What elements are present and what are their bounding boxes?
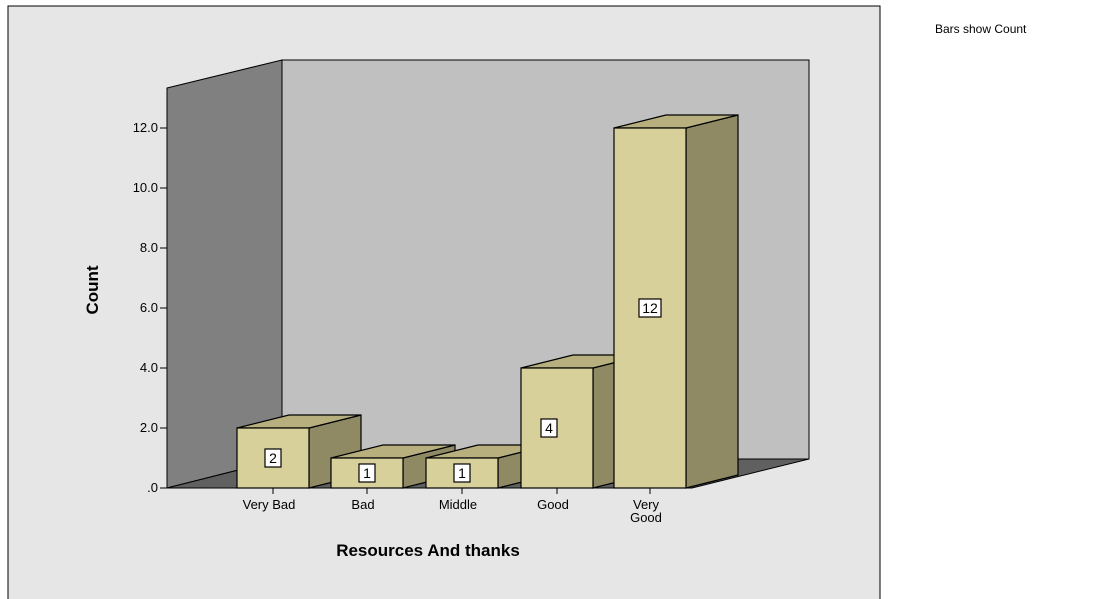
bar-5: 12	[613, 114, 739, 489]
data-label-box	[453, 463, 471, 483]
data-label: 1	[363, 465, 371, 481]
y-tick-label: .0	[147, 480, 158, 495]
bar-side	[685, 114, 739, 489]
bar-1: 2	[236, 414, 362, 489]
data-label-box	[638, 298, 662, 318]
data-label: 2	[269, 450, 277, 466]
data-label-box	[264, 448, 282, 468]
y-tick-label: 6.0	[140, 300, 158, 315]
x-tick-label: Middle	[439, 497, 477, 512]
x-tick-label: Good	[537, 497, 569, 512]
y-tick-label: 8.0	[140, 240, 158, 255]
data-label-box	[358, 463, 376, 483]
data-label: 1	[458, 465, 466, 481]
data-label-box	[540, 418, 558, 438]
chart-note: Bars show Count	[935, 22, 1027, 36]
x-tick-label: Very	[633, 497, 660, 512]
data-label: 4	[545, 420, 553, 436]
x-tick-label: Very Bad	[243, 497, 296, 512]
y-axis: .0 2.0 4.0 6.0 8.0 10.0 12.0	[133, 88, 168, 495]
data-label: 12	[642, 300, 658, 316]
bars: 2 1 1 4 12	[236, 114, 739, 489]
x-tick-label: Good	[630, 510, 662, 525]
x-axis-title: Resources And thanks	[336, 541, 520, 560]
bar-front	[330, 457, 404, 489]
y-tick-label: 2.0	[140, 420, 158, 435]
y-axis-title: Count	[83, 265, 102, 314]
y-tick-label: 12.0	[133, 120, 158, 135]
x-tick-label: Bad	[351, 497, 374, 512]
y-tick-label: 4.0	[140, 360, 158, 375]
y-tick-label: 10.0	[133, 180, 158, 195]
